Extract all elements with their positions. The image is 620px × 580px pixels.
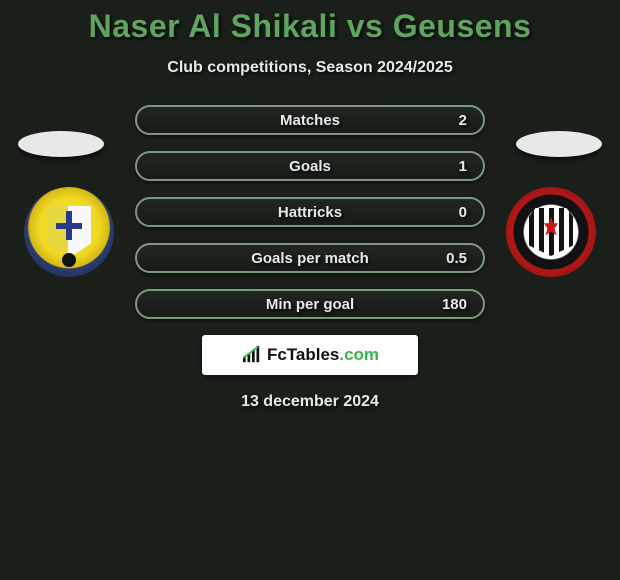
brand-name-b: .com <box>339 345 379 364</box>
stat-row-min-per-goal: Min per goal 180 <box>135 289 485 319</box>
stat-label: Goals per match <box>251 250 369 267</box>
club-crest-right-icon <box>506 187 596 277</box>
club-crest-left-icon <box>24 187 114 277</box>
brand-link[interactable]: FcTables.com <box>202 335 418 375</box>
stat-label: Min per goal <box>266 296 354 313</box>
stat-label: Hattricks <box>278 204 342 221</box>
page-title: Naser Al Shikali vs Geusens <box>0 8 620 45</box>
stat-label: Goals <box>289 158 331 175</box>
player-photo-placeholder-left <box>18 131 104 157</box>
stat-value-right: 0.5 <box>446 250 467 267</box>
stat-value-right: 180 <box>442 296 467 313</box>
stat-row-goals: Goals 1 <box>135 151 485 181</box>
subtitle: Club competitions, Season 2024/2025 <box>0 59 620 77</box>
stat-row-hattricks: Hattricks 0 <box>135 197 485 227</box>
comparison-card: Naser Al Shikali vs Geusens Club competi… <box>0 0 620 411</box>
brand-name: FcTables.com <box>267 345 379 365</box>
brand-name-a: FcTables <box>267 345 339 364</box>
stat-row-matches: Matches 2 <box>135 105 485 135</box>
stats-area: Matches 2 Goals 1 Hattricks 0 Goals per … <box>0 105 620 319</box>
date-label: 13 december 2024 <box>0 393 620 411</box>
stat-value-right: 0 <box>459 204 467 221</box>
player-photo-placeholder-right <box>516 131 602 157</box>
stat-value-right: 2 <box>459 112 467 129</box>
stat-row-goals-per-match: Goals per match 0.5 <box>135 243 485 273</box>
stat-rows: Matches 2 Goals 1 Hattricks 0 Goals per … <box>135 105 485 319</box>
stat-value-right: 1 <box>459 158 467 175</box>
stat-label: Matches <box>280 112 340 129</box>
bar-chart-icon <box>241 346 263 364</box>
